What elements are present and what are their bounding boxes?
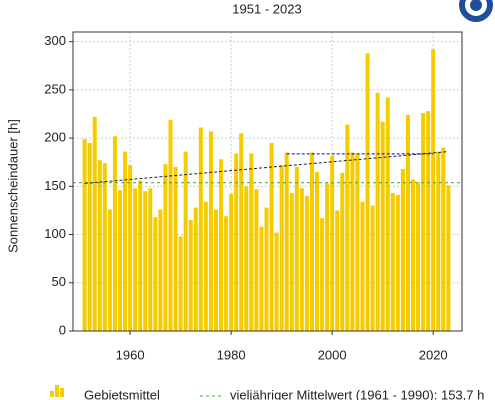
bar [436, 151, 441, 331]
bar [188, 220, 193, 331]
y-tick-label: 50 [52, 274, 66, 289]
y-tick-label: 0 [59, 322, 66, 337]
bar [97, 160, 102, 331]
bar [330, 155, 335, 331]
bar [153, 217, 158, 331]
bar [416, 182, 421, 331]
bar [431, 49, 436, 331]
bar [158, 209, 163, 331]
x-tick-label: 1960 [116, 347, 145, 362]
bar [400, 168, 405, 331]
bar [117, 190, 123, 331]
bar [274, 232, 279, 331]
bar [143, 191, 148, 331]
bar [320, 218, 325, 331]
bar [309, 152, 314, 331]
chart-subtitle: 1951 - 2023 [232, 1, 301, 16]
bar [102, 163, 107, 331]
bar [294, 167, 299, 331]
y-tick-label: 300 [44, 33, 66, 48]
bar [254, 189, 259, 331]
legend-swatch [60, 388, 64, 397]
bar [148, 188, 153, 331]
bar [208, 131, 213, 331]
legend-label: Gebietsmittel [84, 387, 160, 400]
bar [375, 92, 380, 331]
trend-line [84, 151, 449, 184]
logo [459, 0, 493, 22]
y-tick-label: 150 [44, 178, 66, 193]
bar [239, 133, 244, 331]
bar [123, 151, 128, 331]
y-axis-label: Sonnenscheindauer [h] [5, 119, 20, 253]
bar [279, 165, 284, 331]
bar [259, 226, 264, 331]
bar [395, 195, 400, 331]
x-tick-label: 2020 [419, 347, 448, 362]
bar [284, 152, 289, 331]
y-tick-label: 200 [44, 130, 66, 145]
bar [224, 216, 229, 331]
bar [410, 179, 416, 331]
bar [314, 171, 320, 331]
bar [178, 236, 183, 331]
bar [304, 195, 309, 331]
bar [264, 207, 269, 331]
bar [426, 111, 431, 331]
bar [385, 97, 390, 331]
legend-swatch [50, 391, 54, 397]
bar [340, 172, 345, 331]
bar [133, 188, 138, 331]
bar [193, 207, 198, 331]
bar [405, 114, 410, 331]
bar [335, 210, 340, 331]
bar [360, 201, 365, 331]
legend-label: vieljähriger Mittelwert (1961 - 1990): 1… [230, 387, 484, 400]
bar [421, 113, 426, 332]
bar [213, 209, 218, 331]
bar [234, 153, 239, 331]
bar [370, 205, 375, 331]
bar [112, 136, 117, 331]
bar [92, 116, 97, 332]
y-tick-label: 250 [44, 81, 66, 96]
bar [380, 121, 385, 331]
bar [138, 180, 143, 331]
bar [219, 159, 224, 331]
x-tick-label: 1980 [217, 347, 246, 362]
bar [289, 193, 294, 331]
bar [203, 201, 208, 331]
legend-swatch [55, 385, 59, 397]
bar [183, 151, 188, 331]
bar [173, 167, 178, 331]
plot-frame [72, 31, 463, 332]
x-tick-label: 2000 [318, 347, 347, 362]
bar [390, 193, 395, 331]
bar [244, 186, 249, 331]
bar [299, 188, 304, 331]
bar [325, 183, 330, 331]
bar [107, 209, 112, 331]
bar [365, 53, 370, 331]
y-tick-label: 100 [44, 226, 66, 241]
bar [198, 127, 203, 332]
bar [269, 142, 274, 331]
bar [345, 124, 350, 331]
bar [446, 185, 451, 331]
bar [163, 164, 168, 331]
bar [128, 165, 133, 331]
bar [350, 152, 355, 331]
bar [441, 147, 446, 331]
bar [87, 142, 92, 331]
bar [355, 153, 360, 331]
bar [249, 153, 254, 331]
bar [168, 119, 173, 331]
bar [82, 139, 87, 331]
bar [229, 194, 234, 331]
